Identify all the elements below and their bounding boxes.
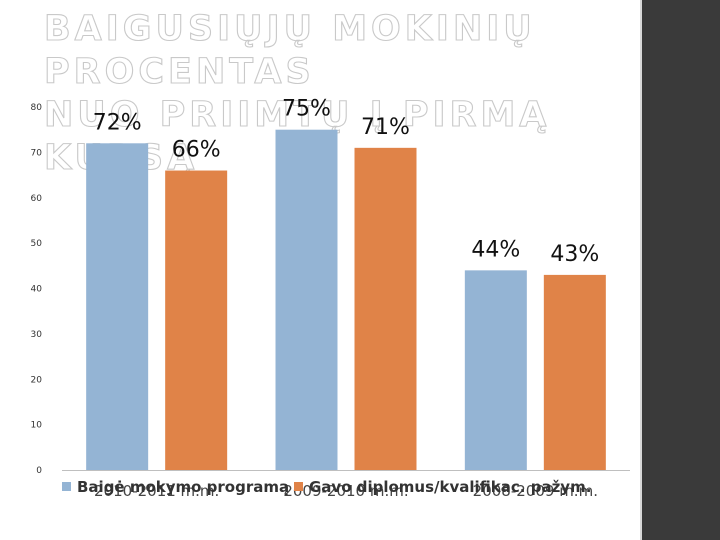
data-label: 43% — [550, 242, 599, 267]
bar-series-1 — [275, 129, 338, 470]
bar-series-2 — [354, 147, 417, 470]
data-label: 44% — [471, 237, 520, 262]
x-category-label: 2009-2010 m.m. — [283, 482, 408, 500]
x-category-label: 2008-2009 m.m. — [473, 482, 598, 500]
y-tick-label: 0 — [36, 466, 42, 476]
y-tick-label: 30 — [31, 330, 43, 340]
bar-series-2 — [165, 170, 228, 470]
y-tick-label: 50 — [31, 239, 43, 249]
bar-series-1 — [464, 270, 527, 470]
slide-title-line-1: BAIGUSIŲJŲ MOKINIŲ PROCENTAS — [43, 8, 536, 92]
y-tick-label: 20 — [31, 375, 43, 385]
data-label: 75% — [282, 97, 331, 122]
legend-label-series-2: Gavo diplomus/kvalifikac. pažym. — [309, 478, 592, 496]
legend-label-series-1: Baigė mokymo programą — [77, 478, 290, 496]
bar-series-2 — [543, 274, 606, 470]
y-tick-label: 80 — [31, 103, 43, 113]
legend-swatch-series-2 — [294, 482, 303, 491]
x-category-label: 2010-2011 m.m. — [94, 482, 219, 500]
y-tick-label: 60 — [31, 194, 43, 204]
chart-legend: Baigė mokymo programą Gavo diplomus/kval… — [62, 478, 622, 502]
bar-series-1 — [86, 143, 149, 471]
y-tick-label: 10 — [31, 421, 43, 431]
legend-item-series-1: Baigė mokymo programą — [62, 478, 289, 496]
data-label: 71% — [361, 115, 410, 140]
data-label: 66% — [172, 138, 221, 163]
slide-stripe-edge — [640, 0, 642, 540]
y-tick-label: 40 — [31, 285, 43, 295]
legend-swatch-series-1 — [62, 482, 71, 491]
y-tick-label: 70 — [31, 148, 43, 158]
data-label: 72% — [93, 110, 142, 135]
legend-item-series-2: Gavo diplomus/kvalifikac. pažym. — [294, 478, 591, 496]
slide-side-stripe — [642, 0, 720, 540]
